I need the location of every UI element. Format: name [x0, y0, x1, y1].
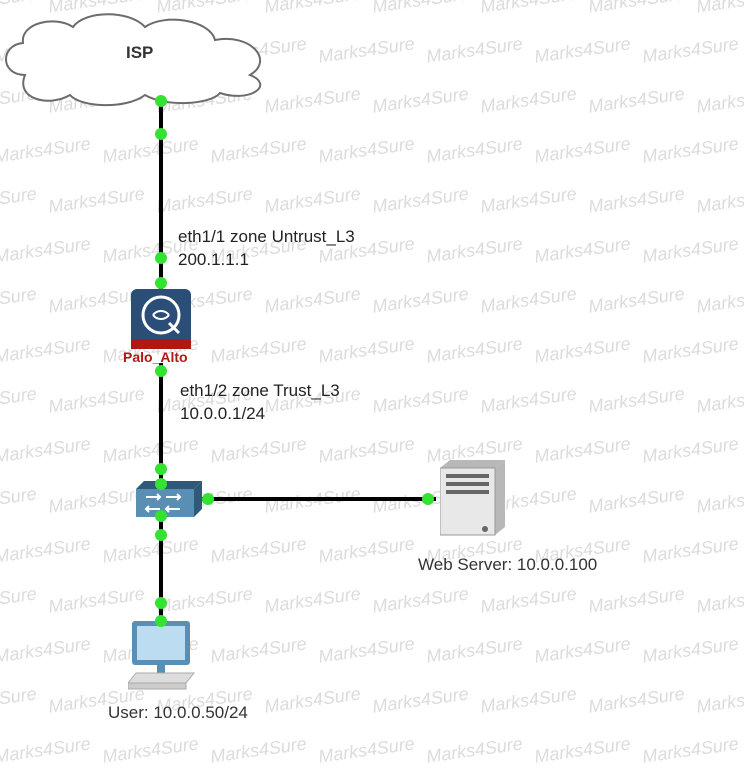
server-label: Web Server: 10.0.0.100: [418, 555, 597, 575]
trust-line1: eth1/2 zone Trust_L3: [180, 381, 340, 400]
connection-dot: [155, 365, 167, 377]
isp-label: ISP: [126, 43, 153, 63]
untrust-line1: eth1/1 zone Untrust_L3: [178, 227, 355, 246]
connection-dot: [155, 463, 167, 475]
connection-dot: [155, 478, 167, 490]
connection-dot: [155, 529, 167, 541]
trust-interface-label: eth1/2 zone Trust_L3 10.0.0.1/24: [180, 380, 340, 426]
connection-dot: [155, 597, 167, 609]
untrust-line2: 200.1.1.1: [178, 250, 249, 269]
connection-dot: [422, 493, 434, 505]
trust-line2: 10.0.0.1/24: [180, 404, 265, 423]
untrust-interface-label: eth1/1 zone Untrust_L3 200.1.1.1: [178, 226, 355, 272]
connection-dot: [155, 277, 167, 289]
connection-dot: [155, 510, 167, 522]
connection-dot: [202, 493, 214, 505]
pc-label: User: 10.0.0.50/24: [108, 703, 248, 723]
firewall-label: Palo_Alto: [123, 349, 188, 365]
connection-dot: [155, 128, 167, 140]
connection-dot: [155, 252, 167, 264]
connection-dot: [155, 615, 167, 627]
connection-dot: [155, 95, 167, 107]
